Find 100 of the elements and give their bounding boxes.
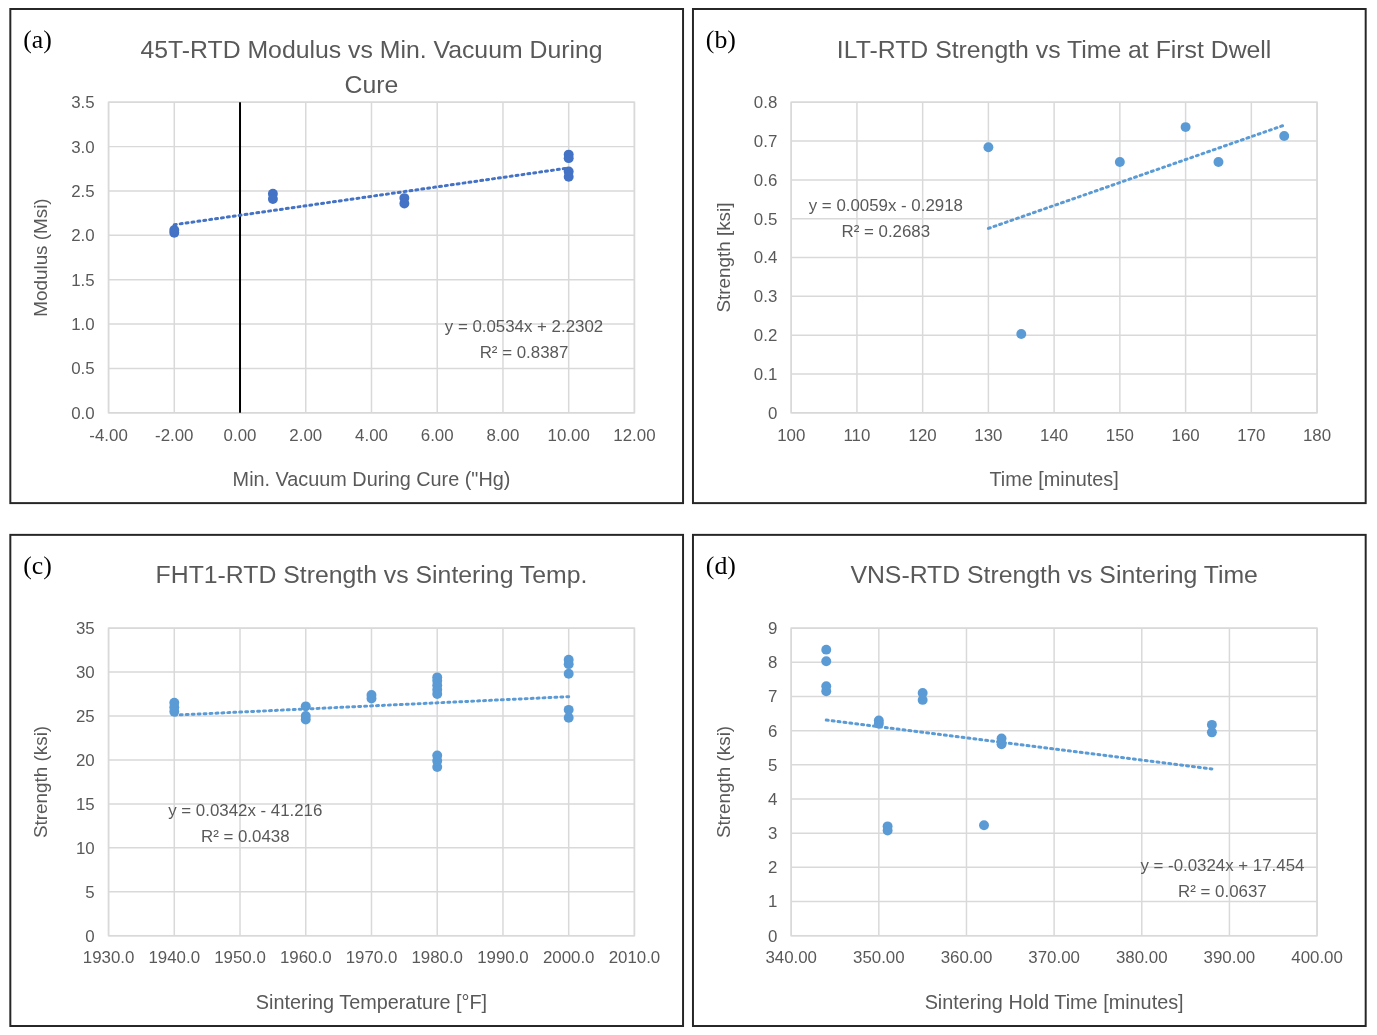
point bbox=[563, 712, 574, 723]
point bbox=[983, 142, 994, 153]
x-tick-label: 140 bbox=[1040, 425, 1069, 445]
y-tick-label: 0.5 bbox=[71, 359, 95, 379]
x-tick-label: 360.00 bbox=[940, 948, 993, 968]
x-tick-label: 120 bbox=[908, 425, 937, 445]
y-axis-title: Modulus (Msi) bbox=[30, 198, 52, 317]
y-tick-label: 0.2 bbox=[753, 326, 778, 346]
y-axis-title: Strength (ksi) bbox=[30, 725, 52, 838]
y-tick-label: 9 bbox=[767, 619, 778, 639]
point bbox=[1206, 727, 1217, 738]
y-tick-label: 2.0 bbox=[71, 226, 95, 246]
y-tick-label: 5 bbox=[85, 882, 95, 902]
y-tick-label: 6 bbox=[767, 721, 778, 741]
y-tick-label: 2.5 bbox=[71, 181, 95, 201]
y-tick-label: 0.8 bbox=[753, 93, 778, 113]
y-tick-label: 0.4 bbox=[753, 248, 778, 268]
x-tick-label: 1950.0 bbox=[214, 948, 266, 968]
annotation: R² = 0.2683 bbox=[841, 221, 931, 241]
y-tick-label: 1 bbox=[767, 892, 778, 912]
y-tick-label: 3.0 bbox=[71, 137, 95, 157]
point bbox=[821, 644, 832, 655]
annotation: y = 0.0534x + 2.2302 bbox=[444, 317, 604, 337]
chart-title: 45T-RTD Modulus vs Min. Vacuum During Cure bbox=[140, 35, 603, 99]
point bbox=[1114, 157, 1125, 167]
y-tick-label: 3.5 bbox=[71, 93, 95, 113]
x-tick-label: 6.00 bbox=[420, 425, 454, 445]
y-tick-label: 0.1 bbox=[753, 364, 778, 384]
x-tick-label: 340.00 bbox=[765, 948, 817, 968]
x-tick-label: 1930.0 bbox=[82, 948, 135, 968]
x-axis-title: Min. Vacuum During Cure ("Hg) bbox=[232, 468, 511, 491]
x-tick-label: 0.00 bbox=[223, 425, 257, 445]
chart-title: VNS-RTD Strength vs Sintering Time bbox=[850, 561, 1258, 589]
annotation: y = -0.0324x + 17.454 bbox=[1140, 856, 1305, 876]
x-tick-label: 380.00 bbox=[1115, 948, 1168, 968]
point bbox=[563, 668, 574, 679]
x-tick-label: 370.00 bbox=[1028, 948, 1080, 968]
text: (c) bbox=[23, 550, 52, 580]
y-tick-label: 1.5 bbox=[71, 270, 95, 290]
point bbox=[979, 820, 989, 831]
y-axis-title: Strength [ksi] bbox=[712, 202, 734, 313]
y-tick-label: 5 bbox=[767, 755, 778, 775]
x-tick-label: 2010.0 bbox=[608, 948, 661, 968]
y-tick-label: 0 bbox=[85, 926, 95, 946]
y-tick-label: 8 bbox=[767, 653, 778, 673]
annotation: y = 0.0059x - 0.2918 bbox=[808, 195, 963, 215]
x-tick-label: 110 bbox=[843, 425, 871, 445]
x-tick-label: 130 bbox=[974, 425, 1003, 445]
x-tick-label: 350.00 bbox=[853, 948, 905, 968]
text: (b) bbox=[705, 24, 736, 54]
x-tick-label: 170 bbox=[1237, 425, 1266, 445]
x-tick-label: 1960.0 bbox=[279, 948, 332, 968]
y-tick-label: 4 bbox=[767, 789, 778, 809]
chart-title: FHT1-RTD Strength vs Sintering Temp. bbox=[155, 561, 588, 589]
y-tick-label: 0 bbox=[767, 926, 778, 946]
x-tick-label: 160 bbox=[1171, 425, 1200, 445]
x-axis-title: Sintering Hold Time [minutes] bbox=[924, 991, 1184, 1014]
x-tick-label: 1940.0 bbox=[148, 948, 201, 968]
annotation: R² = 0.0637 bbox=[1178, 881, 1267, 901]
x-tick-label: 2.00 bbox=[289, 425, 323, 445]
x-tick-label: 1990.0 bbox=[477, 948, 529, 968]
x-tick-label: 400.00 bbox=[1291, 948, 1343, 968]
x-tick-label: -4.00 bbox=[89, 425, 128, 445]
chart-title: ILT-RTD Strength vs Time at First Dwell bbox=[836, 35, 1272, 63]
x-axis-title: Sintering Temperature [°F] bbox=[255, 991, 488, 1014]
annotation: y = 0.0342x - 41.216 bbox=[168, 800, 323, 820]
y-tick-label: 3 bbox=[767, 824, 778, 844]
annotation: R² = 0.8387 bbox=[479, 342, 569, 362]
x-tick-label: 10.00 bbox=[547, 425, 590, 445]
y-axis-title: Strength (ksi) bbox=[712, 725, 734, 838]
y-tick-label: 25 bbox=[75, 706, 95, 726]
y-tick-label: 0 bbox=[767, 403, 778, 423]
x-tick-label: 4.00 bbox=[355, 425, 388, 445]
y-tick-label: 30 bbox=[75, 662, 95, 682]
point bbox=[1279, 131, 1290, 141]
x-tick-label: 1970.0 bbox=[345, 948, 398, 968]
y-tick-label: 20 bbox=[75, 750, 95, 770]
y-tick-label: 35 bbox=[75, 619, 95, 639]
text: (a) bbox=[23, 24, 52, 54]
y-tick-label: 0.3 bbox=[753, 287, 778, 307]
text: (d) bbox=[705, 550, 736, 580]
y-tick-label: 0.0 bbox=[71, 403, 95, 423]
x-tick-label: 390.00 bbox=[1203, 948, 1256, 968]
y-tick-label: 0.7 bbox=[753, 131, 778, 151]
y-tick-label: 0.6 bbox=[753, 170, 778, 190]
point bbox=[1016, 329, 1027, 339]
x-tick-label: 180 bbox=[1302, 425, 1332, 445]
point bbox=[1180, 122, 1191, 133]
y-tick-label: 10 bbox=[75, 838, 95, 858]
y-tick-label: 2 bbox=[767, 858, 778, 878]
x-tick-label: 2000.0 bbox=[542, 948, 595, 968]
x-tick-label: -2.00 bbox=[155, 425, 194, 445]
y-tick-label: 15 bbox=[75, 794, 95, 814]
point bbox=[1213, 157, 1224, 167]
y-tick-label: 7 bbox=[767, 687, 778, 707]
x-tick-label: 8.00 bbox=[486, 425, 520, 445]
x-tick-label: 1980.0 bbox=[411, 948, 464, 968]
x-tick-label: 12.00 bbox=[613, 425, 656, 445]
x-axis-title: Time [minutes] bbox=[989, 468, 1119, 491]
point bbox=[821, 656, 832, 667]
